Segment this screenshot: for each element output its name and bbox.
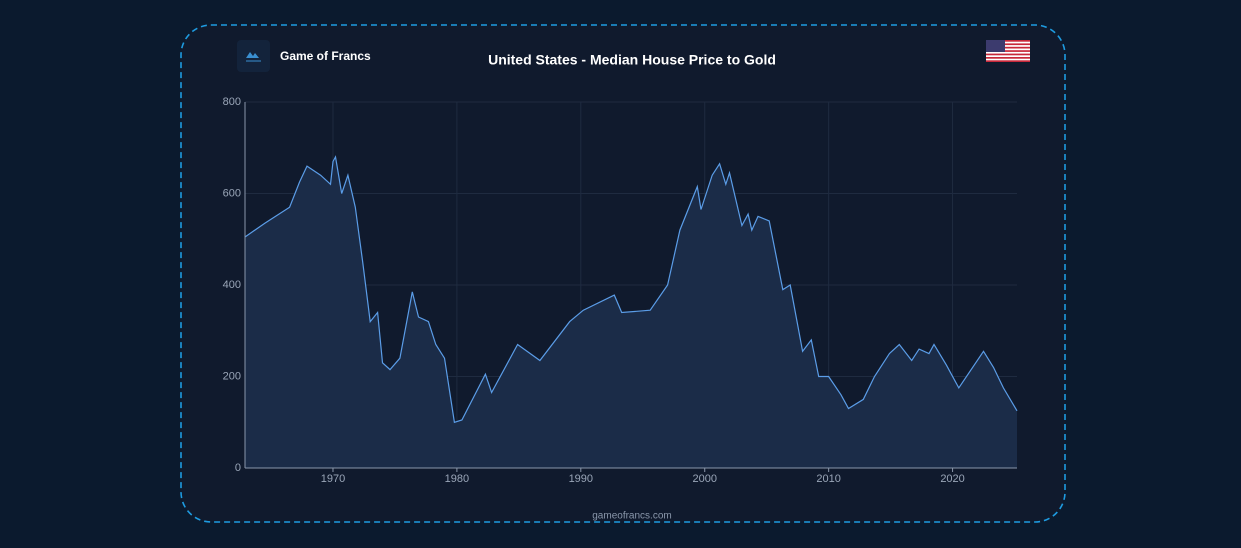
footer: gameofrancs.com: [592, 511, 671, 522]
y-tick-label: 0: [235, 462, 241, 474]
line: [244, 155, 1018, 424]
flag: [986, 40, 1030, 62]
x-tick-label: 2020: [940, 473, 964, 485]
x-tick-label: 2000: [692, 473, 716, 485]
x-tick-label: 1990: [569, 473, 593, 485]
x-tick-label: 1970: [321, 473, 345, 485]
x-tick-label: 1980: [445, 473, 469, 485]
brand: Game of Francs: [280, 49, 371, 63]
y-tick-label: 400: [223, 279, 241, 291]
y-tick-label: 200: [223, 370, 241, 382]
y-tick-label: 800: [223, 96, 241, 108]
chart-title: United States - Median House Price to Go…: [488, 52, 776, 68]
logo: [237, 40, 270, 72]
area: [245, 156, 1017, 468]
x-tick-label: 2010: [816, 473, 840, 485]
y-tick-label: 600: [223, 187, 241, 199]
